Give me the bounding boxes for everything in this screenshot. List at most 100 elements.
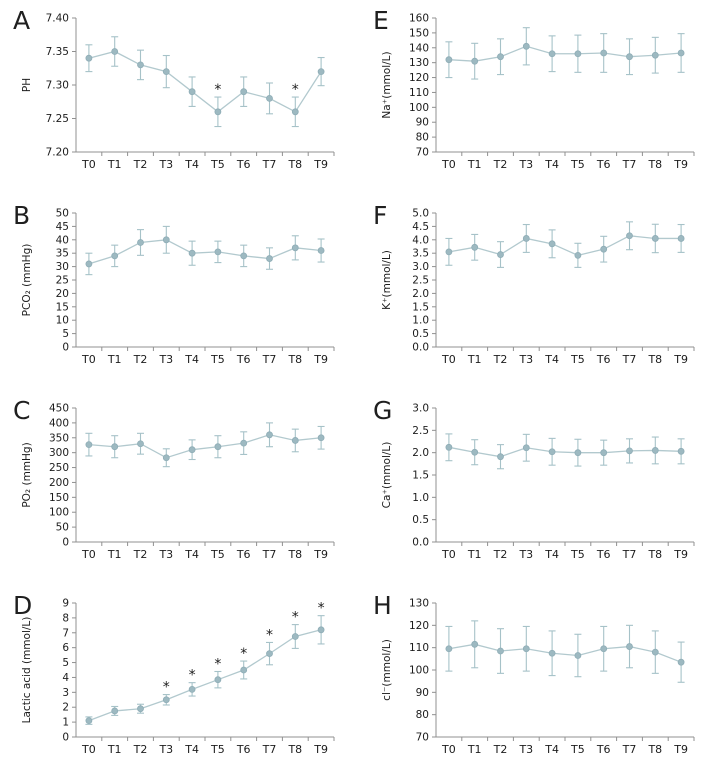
data-point: [317, 68, 325, 75]
x-tick-label: T0: [441, 548, 456, 561]
data-point: [548, 50, 556, 58]
x-tick-label: T1: [467, 743, 482, 756]
x-tick-label: T4: [544, 353, 559, 366]
x-tick-label: T9: [313, 743, 328, 756]
y-tick-label: 1: [62, 717, 69, 729]
y-tick-label: 15: [56, 301, 69, 313]
y-tick-label: 1.0: [412, 492, 429, 504]
significance-star: *: [240, 646, 247, 662]
x-tick-label: T8: [647, 158, 662, 171]
data-point: [574, 652, 582, 659]
y-tick-label: 0: [62, 537, 69, 549]
data-point: [626, 447, 633, 455]
panel-g-chart: 0.0 0.5 1.0 1.5 2.0 2.5 3.0 T0 T1 T2 T3 T4 T5 T6 T7 T8 T…: [381, 403, 695, 561]
x-tick-label: T7: [262, 743, 277, 756]
data-point: [137, 705, 144, 713]
series-line: [448, 446, 682, 458]
y-tick-label: 120: [409, 72, 429, 84]
y-tick-label: 7.40: [46, 13, 69, 25]
x-tick-label: T3: [158, 158, 173, 171]
panel-h: H 70 80 90 100 110 120 130 T0 T1 T2 T3 T4 T5 T6 T7 T8 T9…: [360, 585, 720, 780]
x-tick-label: T8: [287, 548, 302, 561]
data-point: [214, 676, 222, 684]
x-tick-label: T7: [622, 158, 637, 171]
x-tick-label: T0: [81, 158, 96, 171]
data-point: [85, 260, 93, 268]
panel-b: B 0 5 10 15 20 25 30 35 40 45 50 T0 T1 T2 T3 T4 T5 T6 T7 T8…: [0, 195, 360, 390]
data-point: [651, 447, 659, 454]
data-point: [214, 443, 222, 451]
y-tick-label: 3.5: [412, 248, 429, 260]
x-tick-label: T8: [647, 353, 662, 366]
y-tick-label: 0.5: [412, 328, 429, 340]
y-tick-label: 110: [409, 642, 429, 654]
y-tick-label: 8: [62, 612, 69, 624]
y-tick-label: 50: [56, 208, 69, 220]
y-tick-label: 0.0: [412, 342, 429, 354]
data-point: [111, 707, 119, 715]
y-tick-label: 35: [56, 248, 69, 260]
panel-a: A 7.20 7.25 7.30 7.35 7.40 T0 T1 T2 T3 T4 T5 T6 T7 T8…: [0, 0, 360, 195]
y-axis-label: PO₂ (mmHg): [21, 442, 33, 507]
y-axis-label: Lactic acid (mmol/L): [21, 617, 33, 724]
x-tick-label: T6: [596, 743, 611, 756]
y-tick-label: 200: [49, 477, 69, 489]
data-point: [677, 447, 685, 455]
x-tick-label: T4: [184, 353, 199, 366]
data-point: [626, 643, 633, 650]
x-tick-label: T5: [570, 743, 585, 756]
data-point: [445, 443, 453, 451]
y-tick-label: 10: [56, 315, 69, 327]
panel-f-chart: 0.0 0.51.0 1.52.02.5 3.03.5 4.04.55.0 T0 T1 T2 T…: [381, 208, 695, 366]
x-tick-label: T5: [570, 158, 585, 171]
data-point: [317, 434, 325, 442]
y-tick-label: 80: [416, 709, 429, 721]
data-point: [574, 251, 582, 259]
data-point: [677, 658, 685, 666]
x-tick-label: T4: [184, 548, 199, 561]
y-tick-label: 2.5: [412, 425, 429, 437]
y-tick-label: 0: [62, 732, 69, 744]
data-point: [497, 453, 504, 461]
y-tick-label: 130: [409, 598, 429, 610]
x-tick-label: T1: [107, 743, 122, 756]
x-tick-label: T2: [133, 158, 148, 171]
x-tick-label: T9: [313, 158, 328, 171]
data-point: [85, 54, 93, 62]
panel-d-label: D: [13, 591, 33, 620]
x-tick-label: T5: [210, 353, 225, 366]
y-tick-label: 100: [409, 102, 429, 114]
significance-star: *: [266, 627, 273, 643]
y-tick-label: 9: [62, 598, 69, 610]
panel-b-label: B: [13, 201, 31, 230]
y-axis-label: Na⁺(mmol/L): [381, 51, 393, 118]
y-tick-label: 7.20: [46, 147, 69, 159]
x-tick-label: T5: [570, 353, 585, 366]
y-tick-label: 2.0: [412, 447, 429, 459]
y-tick-label: 160: [409, 13, 429, 25]
x-tick-label: T3: [518, 743, 533, 756]
y-tick-label: 1.0: [412, 315, 429, 327]
x-tick-label: T7: [622, 548, 637, 561]
y-tick-label: 2.0: [412, 288, 429, 300]
y-tick-label: 45: [56, 221, 69, 233]
x-tick-label: T8: [287, 743, 302, 756]
y-tick-label: 300: [49, 447, 69, 459]
data-point: [651, 51, 659, 59]
panel-c-chart: 0 50 100 150 200 250 300 350 400 450 T0 T1 T2 T3 T4 T5 T…: [21, 403, 335, 561]
y-tick-label: 4.0: [412, 234, 429, 246]
y-tick-label: 450: [49, 403, 69, 415]
x-tick-label: T0: [441, 353, 456, 366]
x-tick-label: T8: [287, 353, 302, 366]
panel-h-label: H: [373, 591, 392, 620]
data-point: [137, 239, 144, 246]
y-tick-label: 1.5: [412, 301, 429, 313]
x-tick-label: T7: [262, 548, 277, 561]
data-point: [266, 431, 273, 439]
y-tick-label: 150: [49, 492, 69, 504]
y-axis-label: cl⁻(mmol/L): [381, 639, 393, 701]
data-point: [600, 245, 608, 253]
y-tick-label: 2: [62, 702, 69, 714]
data-point: [626, 232, 633, 240]
data-point: [111, 252, 119, 260]
